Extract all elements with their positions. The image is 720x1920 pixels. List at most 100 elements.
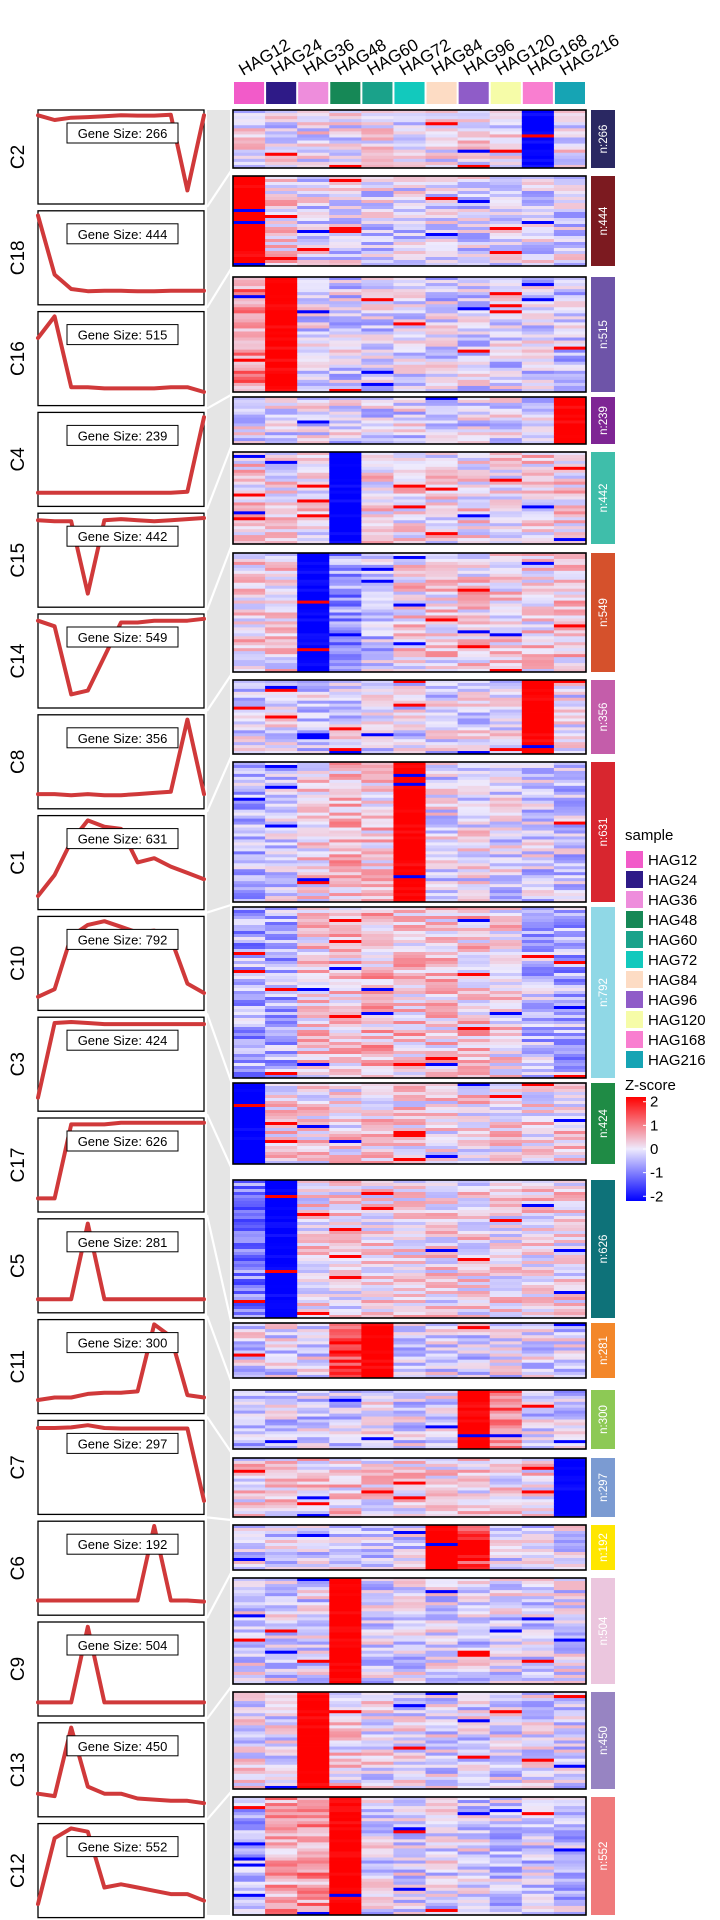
heatmap-cell bbox=[297, 1237, 330, 1241]
heatmap-cell bbox=[329, 343, 362, 348]
heatmap-cell bbox=[361, 233, 394, 237]
heatmap-cell bbox=[553, 224, 587, 228]
heatmap-cell bbox=[265, 128, 298, 132]
heatmap-cell bbox=[233, 200, 266, 204]
heatmap-cell bbox=[457, 1419, 491, 1423]
heatmap-cell bbox=[425, 1161, 459, 1165]
heatmap-cell bbox=[553, 484, 587, 489]
heatmap-cell bbox=[489, 845, 523, 849]
heatmap-cell bbox=[457, 1222, 491, 1226]
heatmap-cell bbox=[553, 1422, 587, 1426]
gene-size-label: Gene Size: 424 bbox=[78, 1033, 168, 1048]
heatmap-cell bbox=[553, 1279, 587, 1283]
heatmap-cell bbox=[457, 937, 491, 941]
heatmap-cell bbox=[489, 454, 523, 459]
heatmap-cell bbox=[553, 1288, 587, 1292]
heatmap-cell bbox=[425, 748, 459, 752]
heatmap-cell bbox=[457, 307, 491, 311]
heatmap-cell bbox=[425, 997, 459, 1001]
heatmap-cell bbox=[553, 1410, 587, 1414]
heatmap-cell bbox=[265, 887, 298, 891]
heatmap-cell bbox=[425, 727, 459, 731]
heatmap-cell bbox=[233, 1158, 266, 1162]
heatmap-cell bbox=[265, 1499, 298, 1503]
heatmap-cell bbox=[233, 570, 266, 575]
heatmap-cell bbox=[393, 346, 426, 351]
heatmap-cell bbox=[489, 523, 523, 527]
heatmap-cell bbox=[553, 854, 587, 858]
heatmap-cell bbox=[425, 919, 459, 923]
heatmap-cell bbox=[329, 1502, 362, 1506]
heatmap-cell bbox=[393, 113, 426, 117]
heatmap-cell bbox=[233, 791, 266, 796]
heatmap-cell bbox=[553, 1110, 587, 1114]
heatmap-cell bbox=[553, 979, 587, 983]
heatmap-cell bbox=[329, 1270, 362, 1274]
heatmap-cell bbox=[297, 1192, 330, 1196]
heatmap-cell bbox=[521, 697, 555, 702]
heatmap-cell bbox=[361, 197, 394, 201]
gene-size-box bbox=[66, 727, 179, 749]
heatmap-cell bbox=[425, 1116, 459, 1120]
heatmap-cell bbox=[297, 242, 330, 246]
heatmap-cell bbox=[457, 1006, 491, 1010]
heatmap-cell bbox=[265, 931, 298, 935]
heatmap-cell bbox=[361, 411, 394, 416]
heatmap-cell bbox=[297, 289, 330, 293]
heatmap-cell bbox=[457, 1237, 491, 1241]
heatmap-cell bbox=[329, 800, 362, 805]
heatmap-cell bbox=[521, 869, 555, 873]
heatmap-cell bbox=[329, 1390, 362, 1394]
heatmap-cell bbox=[265, 286, 298, 290]
heatmap-cell bbox=[457, 280, 491, 284]
heatmap-cell bbox=[265, 694, 298, 699]
heatmap-cell bbox=[297, 1460, 330, 1465]
heatmap-cell bbox=[489, 1122, 523, 1126]
heatmap-cell bbox=[393, 1024, 426, 1028]
heatmap-cell bbox=[265, 709, 298, 713]
heatmap-cell bbox=[457, 809, 491, 814]
heatmap-cell bbox=[233, 1027, 266, 1031]
heatmap-cell bbox=[233, 630, 266, 634]
heatmap-cell bbox=[297, 493, 330, 497]
heatmap-cell bbox=[329, 182, 362, 186]
heatmap-cell bbox=[521, 827, 555, 831]
heatmap-cell bbox=[297, 1425, 330, 1429]
heatmap-cell bbox=[393, 1475, 426, 1480]
heatmap-cell bbox=[233, 182, 266, 186]
heatmap-cell bbox=[265, 1249, 298, 1253]
heatmap-cell bbox=[425, 1143, 459, 1147]
heatmap-cell bbox=[457, 1475, 491, 1480]
heatmap-cell bbox=[425, 682, 459, 687]
heatmap-cell bbox=[425, 1246, 459, 1250]
heatmap-cell bbox=[489, 615, 523, 619]
heatmap-cell bbox=[233, 762, 266, 766]
heatmap-cell bbox=[425, 457, 459, 462]
heatmap-cell bbox=[489, 1155, 523, 1159]
heatmap-cell bbox=[489, 555, 523, 560]
heatmap-cell bbox=[521, 248, 555, 252]
heatmap-cell bbox=[489, 1315, 523, 1319]
heatmap-cell bbox=[233, 435, 266, 439]
heatmap-cell bbox=[329, 730, 362, 734]
heatmap-cell bbox=[233, 352, 266, 357]
heatmap-cell bbox=[361, 1027, 394, 1031]
heatmap-cell bbox=[265, 742, 298, 746]
heatmap-cell bbox=[457, 872, 491, 876]
heatmap-cell bbox=[553, 736, 587, 740]
heatmap-cell bbox=[233, 1039, 266, 1043]
heatmap-cell bbox=[457, 1252, 491, 1256]
heatmap-cell bbox=[489, 1075, 523, 1079]
heatmap-cell bbox=[393, 1508, 426, 1512]
heatmap-cell bbox=[361, 700, 394, 705]
heatmap-cell bbox=[553, 292, 587, 296]
heatmap-cell bbox=[553, 866, 587, 870]
heatmap-cell bbox=[329, 913, 362, 917]
heatmap-cell bbox=[393, 1356, 426, 1361]
heatmap-cell bbox=[521, 155, 555, 160]
heatmap-cell bbox=[233, 970, 266, 974]
heatmap-cell bbox=[521, 131, 555, 135]
heatmap-cell bbox=[329, 379, 362, 384]
heatmap-cell bbox=[553, 1261, 587, 1265]
